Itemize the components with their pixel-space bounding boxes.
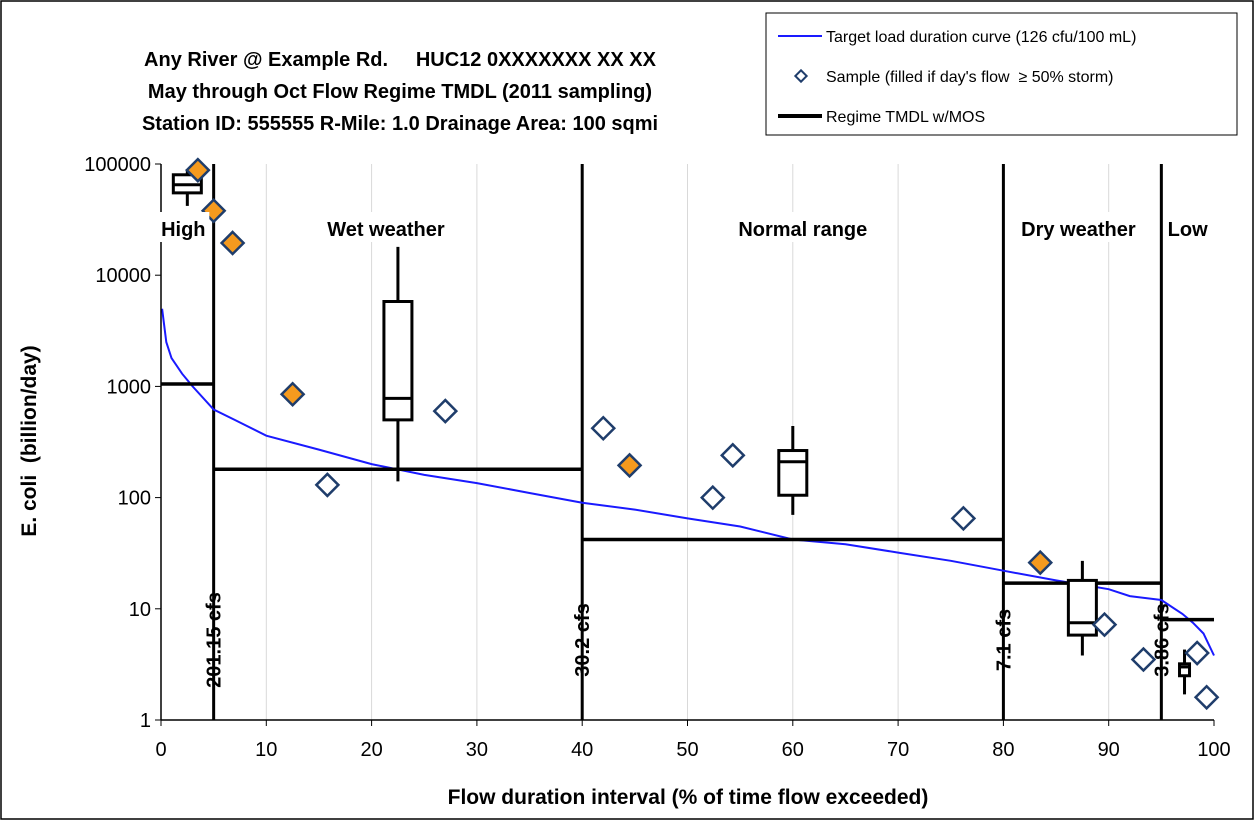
target-load-duration-curve — [161, 308, 1215, 656]
y-tick-label: 10000 — [95, 265, 151, 287]
sample-point-storm — [279, 381, 306, 408]
legend-label-sample: Sample (filled if day's flow ≥ 50% storm… — [826, 69, 1113, 86]
y-tick-label: 1000 — [107, 376, 152, 398]
boxplot-box — [777, 449, 809, 497]
boxplot-box — [1066, 578, 1098, 637]
sample-point — [1184, 640, 1210, 666]
regime-flow-label: 3.86 cfs — [1151, 603, 1173, 676]
sample-point — [1091, 611, 1118, 638]
sample-point-storm — [185, 157, 211, 183]
regime-label: Dry weather — [1021, 219, 1136, 241]
legend-label-tmdl: Regime TMDL w/MOS — [826, 109, 985, 126]
regime-label-bg — [1167, 212, 1209, 242]
sample-point-storm — [1027, 549, 1054, 576]
x-tick-label: 100 — [1197, 739, 1230, 761]
x-tick-label: 70 — [887, 739, 909, 761]
x-tick-label: 50 — [676, 739, 698, 761]
y-tick-label: 10 — [129, 599, 151, 621]
regime-label-bg — [1013, 212, 1143, 242]
x-tick-label: 20 — [360, 739, 382, 761]
x-tick-label: 30 — [466, 739, 488, 761]
title-line-3: Station ID: 555555 R-Mile: 1.0 Drainage … — [142, 113, 658, 135]
axis-layer: 0 10 20 30 40 50 60 70 80 90 100110100100010000100… — [84, 154, 1230, 761]
regime-label-bg — [732, 212, 873, 242]
y-axis-title: E. coli (billion/day) — [18, 345, 41, 536]
legend-swatch-sample — [793, 68, 809, 84]
x-tick-label: 60 — [782, 739, 804, 761]
regime-label: Normal range — [738, 219, 867, 241]
x-tick-label: 10 — [255, 739, 277, 761]
sample-point — [700, 484, 726, 511]
legend-box — [765, 12, 1238, 136]
x-tick-label: 90 — [1098, 739, 1120, 761]
sample-layer — [185, 157, 1220, 711]
legend-label-target-curve: Target load duration curve (126 cfu/100 … — [826, 29, 1136, 46]
sample-point — [1193, 684, 1220, 711]
boxplot-layer — [171, 169, 1192, 695]
legend: Target load duration curve (126 cfu/100 … — [765, 12, 1238, 136]
regime-flow-label: 30.2 cfs — [572, 603, 594, 676]
sample-point — [1130, 646, 1157, 673]
regime-label-bg — [157, 212, 210, 242]
sample-point — [432, 398, 459, 424]
sample-point — [950, 505, 977, 532]
regime-label: Low — [1168, 219, 1208, 241]
title-line-1: Any River @ Example Rd. HUC12 0XXXXXXX X… — [144, 49, 657, 71]
x-tick-label: 0 — [155, 739, 166, 761]
regime-flow-label: 201.15 cfs — [204, 592, 226, 688]
boxplot-box — [1178, 662, 1192, 678]
x-axis-title: Flow duration interval (% of time flow e… — [448, 786, 929, 809]
regime-label: High — [161, 219, 205, 241]
regime-label: Wet weather — [327, 219, 445, 241]
sample-point — [314, 472, 341, 498]
boxplot-box — [382, 300, 414, 422]
sample-point-storm — [616, 452, 643, 479]
regime-label-bg — [321, 212, 451, 242]
y-tick-label: 1 — [140, 710, 151, 732]
y-tick-label: 100 — [118, 488, 151, 510]
x-tick-label: 80 — [992, 739, 1014, 761]
sample-point — [590, 415, 617, 442]
sample-point-storm — [219, 230, 246, 256]
label-layer: 201.15 cfs 30.2 cfs 7.1 cfs 3.86 cfs High Wet… — [157, 212, 1209, 688]
regime-boundaries — [212, 164, 1163, 720]
y-tick-label: 100000 — [84, 154, 151, 176]
title-line-2: May through Oct Flow Regime TMDL (2011 s… — [148, 81, 652, 103]
sample-point — [720, 442, 746, 469]
curve-layer — [161, 308, 1215, 656]
x-tick-label: 40 — [571, 739, 593, 761]
regime-flow-label: 7.1 cfs — [993, 609, 1015, 671]
chart-title: Any River @ Example Rd. HUC12 0XXXXXXX X… — [142, 49, 658, 135]
